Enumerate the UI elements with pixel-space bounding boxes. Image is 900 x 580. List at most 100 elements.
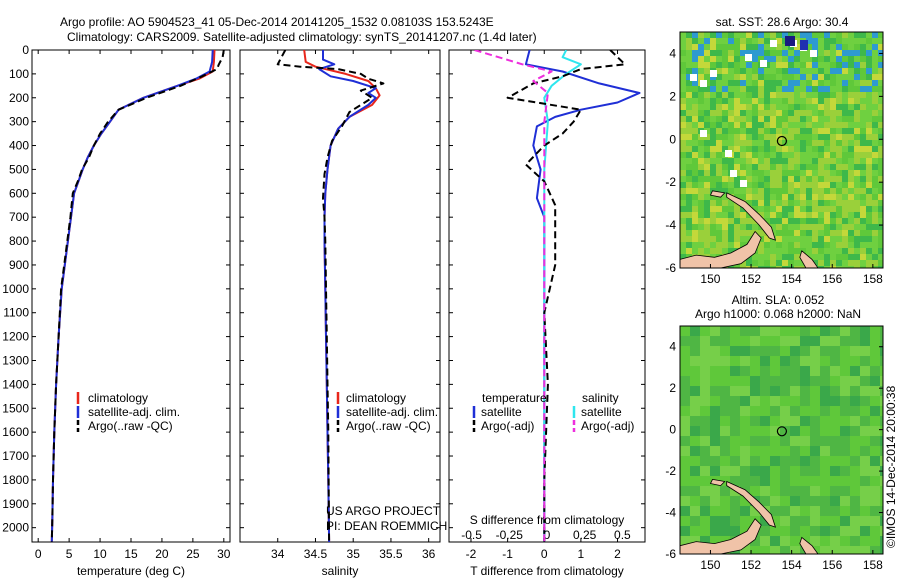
map-cell [722,80,728,86]
map-cell [800,212,806,218]
map-cell [776,236,782,242]
map-cell [866,62,872,68]
map-cell [680,158,686,164]
map-cell [764,236,770,242]
map-cell [854,200,860,206]
map-cell [750,396,760,406]
map-cell [740,466,750,476]
map-cell [806,170,812,176]
map-cell [806,194,812,200]
map-cell [800,346,810,356]
map-cell [692,212,698,218]
map-cell [692,116,698,122]
map-cell [746,158,752,164]
map-cell [776,80,782,86]
map-cell [692,32,698,38]
map-cell [776,146,782,152]
map-cell [710,336,720,346]
map-cell [794,98,800,104]
map-cell [788,236,794,242]
map-cell [860,254,866,260]
map-cell [770,92,776,98]
map-cell [692,128,698,134]
map-cell [806,242,812,248]
map-cell [770,134,776,140]
map-cell [872,134,878,140]
series-line [543,50,582,542]
map-cell [710,486,720,496]
map-cell [860,176,866,182]
map-cell [764,122,770,128]
map-cell [866,254,872,260]
top-tick-label: -0.25 [496,528,524,542]
map-cell [848,182,854,188]
top-tick-label: -0.5 [461,528,482,542]
map-cell [758,92,764,98]
map-cell [700,446,710,456]
map-cell [866,200,872,206]
map-cell [692,50,698,56]
map-cell [790,336,800,346]
map-cell [734,74,740,80]
salinity-legend: climatology satellite-adj. clim. Argo(..… [336,391,438,433]
map-cell [824,32,830,38]
map-cell [810,526,820,536]
map-cell [704,212,710,218]
map-cell [878,122,883,128]
map-missing-cell [810,50,817,57]
map-cell [878,98,883,104]
map-cell [790,406,800,416]
map-cell [758,74,764,80]
map-cell [880,546,883,554]
map-cell [788,56,794,62]
map-cell [824,68,830,74]
map-cell [854,50,860,56]
map-cell [812,152,818,158]
map-cell [878,38,883,44]
map-cell [730,386,740,396]
map-cell [752,194,758,200]
map-cell [740,218,746,224]
map-cell [830,176,836,182]
map-land [709,478,726,487]
map-cell [746,122,752,128]
map-cell [764,170,770,176]
map-cell [850,546,860,554]
map-cell [780,456,790,466]
map-cell [800,146,806,152]
map-land [799,250,819,268]
map-cell [866,194,872,200]
map-cell [860,466,870,476]
map-cell [680,206,686,212]
map-cell [740,266,746,268]
map-cell [780,376,790,386]
map-cell [880,456,883,466]
map-land [726,480,777,528]
map-cell [746,266,752,268]
map-cell [698,74,704,80]
map-cell [860,224,866,230]
map-cell [776,56,782,62]
map-cell [840,406,850,416]
map-cell [758,158,764,164]
map-cell [752,176,758,182]
map-cell [824,116,830,122]
map-cell [800,436,810,446]
map-cell [854,80,860,86]
map-cell [728,74,734,80]
map-cell [800,80,806,86]
map-cell [690,486,700,496]
map-cell [728,92,734,98]
map-cell [752,74,758,80]
map-cell [746,80,752,86]
map-cell [686,140,692,146]
map-cell [866,122,872,128]
map-cell [860,86,866,92]
map-cell [860,486,870,496]
map-cell [848,212,854,218]
map-cell [794,218,800,224]
map-cell [866,68,872,74]
map-cell [812,182,818,188]
map-cell [830,436,840,446]
map-cell [746,44,752,50]
